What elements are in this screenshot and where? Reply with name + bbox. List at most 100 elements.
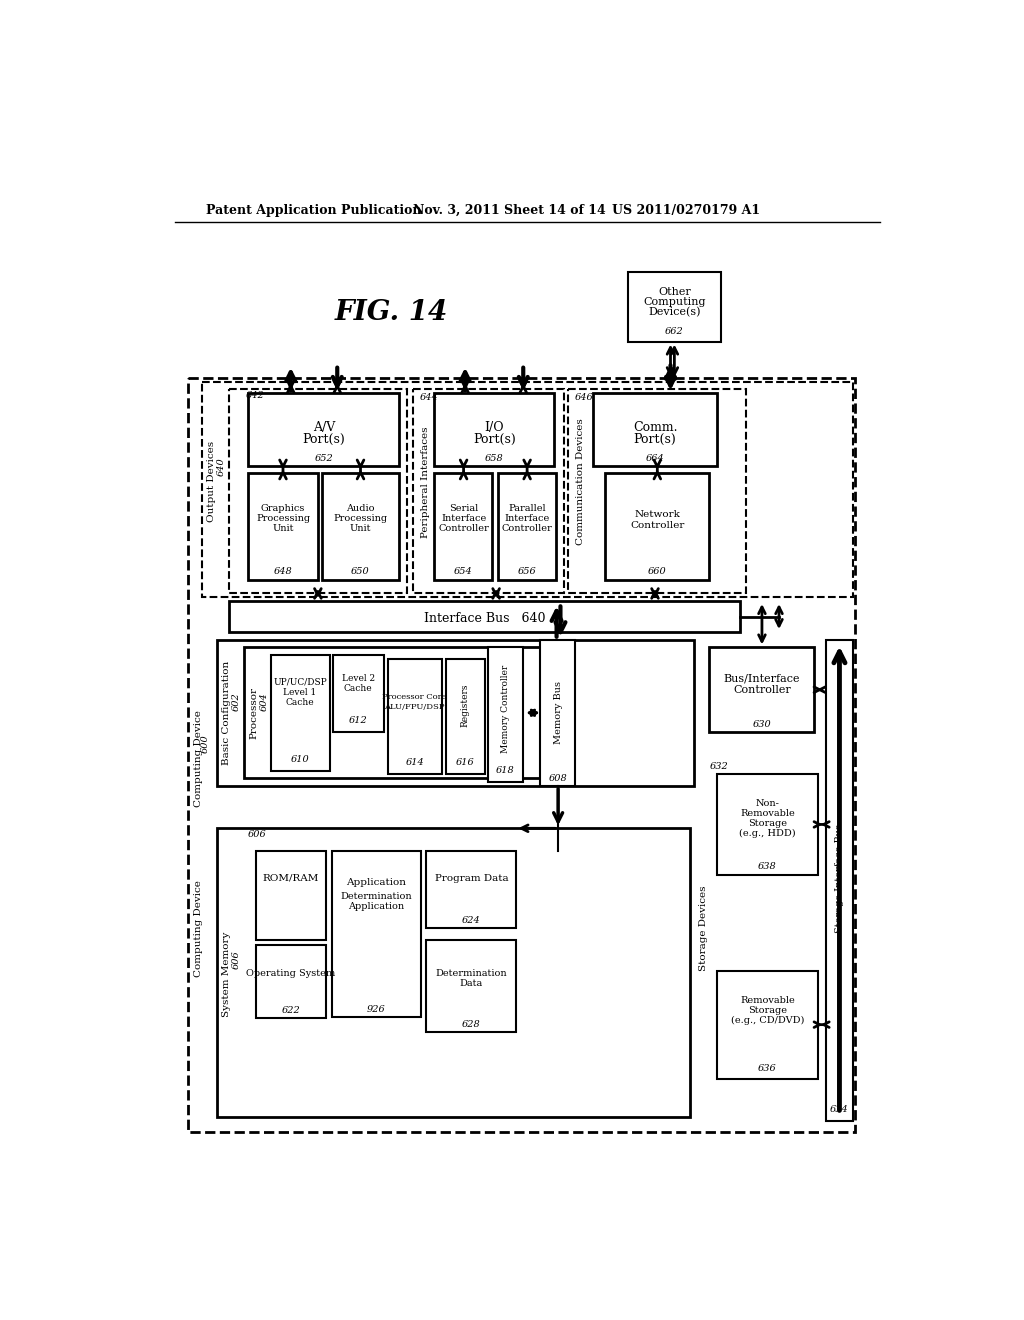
Text: FIG. 14: FIG. 14 — [335, 298, 449, 326]
Text: (e.g., CD/DVD): (e.g., CD/DVD) — [731, 1015, 804, 1024]
Text: Computing: Computing — [643, 297, 706, 306]
Text: Processing: Processing — [256, 515, 310, 523]
Text: 622: 622 — [282, 1006, 300, 1015]
Text: Port(s): Port(s) — [634, 433, 677, 446]
Text: Controller: Controller — [630, 521, 684, 531]
Text: Patent Application Publication: Patent Application Publication — [206, 205, 421, 218]
Bar — [488, 647, 523, 781]
Text: Controller: Controller — [438, 524, 488, 533]
Bar — [388, 659, 442, 775]
Text: Level 1: Level 1 — [284, 688, 316, 697]
Text: Application: Application — [346, 878, 406, 887]
Text: 648: 648 — [273, 568, 293, 577]
Bar — [445, 659, 484, 775]
Text: Audio: Audio — [346, 504, 375, 513]
Text: Basic Configuration: Basic Configuration — [222, 661, 231, 764]
Text: Cache: Cache — [344, 684, 373, 693]
Text: 608: 608 — [549, 774, 567, 783]
Text: Unit: Unit — [350, 524, 372, 533]
Text: Non-: Non- — [756, 799, 779, 808]
Text: Nov. 3, 2011: Nov. 3, 2011 — [414, 205, 500, 218]
Text: 624: 624 — [462, 916, 480, 925]
Text: Comm.: Comm. — [633, 421, 677, 434]
Text: Parallel: Parallel — [508, 504, 546, 513]
Text: 656: 656 — [518, 568, 537, 577]
Bar — [710, 647, 814, 733]
Text: Other: Other — [658, 286, 691, 297]
Text: 606: 606 — [232, 950, 241, 969]
Text: Controller: Controller — [502, 524, 553, 533]
Text: Memory Controller: Memory Controller — [501, 665, 510, 754]
Text: 634: 634 — [830, 1105, 849, 1114]
Bar — [541, 640, 575, 785]
Text: 604: 604 — [260, 692, 269, 710]
Text: 642: 642 — [246, 391, 264, 400]
Bar — [434, 473, 493, 581]
Text: 616: 616 — [456, 759, 474, 767]
Text: 650: 650 — [351, 568, 370, 577]
Text: Data: Data — [460, 978, 483, 987]
Text: Storage Interface Bus: Storage Interface Bus — [835, 824, 844, 933]
Text: Processing: Processing — [334, 515, 387, 523]
Text: (e.g., HDD): (e.g., HDD) — [739, 829, 796, 838]
Bar — [426, 851, 515, 928]
Bar — [248, 393, 399, 466]
Text: ROM/RAM: ROM/RAM — [262, 874, 318, 883]
Text: Device(s): Device(s) — [648, 306, 700, 317]
Text: 628: 628 — [462, 1020, 480, 1030]
Text: Port(s): Port(s) — [303, 433, 345, 446]
Text: 618: 618 — [496, 766, 515, 775]
Bar — [271, 655, 330, 771]
Text: 632: 632 — [710, 762, 728, 771]
Text: Processor Core: Processor Core — [383, 693, 447, 701]
Text: US 2011/0270179 A1: US 2011/0270179 A1 — [612, 205, 761, 218]
Text: System Memory: System Memory — [222, 932, 231, 1018]
Text: 600: 600 — [201, 734, 210, 752]
Bar — [628, 272, 721, 342]
Text: 926: 926 — [367, 1005, 385, 1014]
Text: 646: 646 — [574, 392, 593, 401]
Bar — [217, 829, 690, 1117]
Bar — [825, 640, 853, 1121]
Text: 602: 602 — [232, 692, 241, 710]
Text: Communication Devices: Communication Devices — [577, 418, 585, 545]
Text: Removable: Removable — [740, 995, 795, 1005]
Text: Interface Bus   640: Interface Bus 640 — [424, 612, 545, 626]
Bar — [717, 775, 818, 874]
Text: Port(s): Port(s) — [473, 433, 516, 446]
Text: 630: 630 — [753, 719, 771, 729]
Bar — [202, 381, 853, 597]
Text: 660: 660 — [648, 568, 667, 577]
Bar — [332, 851, 421, 1016]
Text: Registers: Registers — [461, 684, 470, 727]
Text: 638: 638 — [758, 862, 777, 871]
Text: Level 2: Level 2 — [342, 673, 375, 682]
Text: Processor: Processor — [250, 686, 259, 739]
Text: 636: 636 — [758, 1064, 777, 1073]
Text: Storage: Storage — [748, 1006, 786, 1015]
Text: Interface: Interface — [441, 515, 486, 523]
Text: Computing Device: Computing Device — [194, 880, 203, 977]
Text: 664: 664 — [645, 454, 665, 463]
Text: ALU/FPU/DSP: ALU/FPU/DSP — [384, 704, 445, 711]
Text: 614: 614 — [406, 759, 424, 767]
Text: Application: Application — [348, 902, 404, 911]
Text: Memory Bus: Memory Bus — [554, 681, 562, 744]
Text: 612: 612 — [349, 715, 368, 725]
Text: Storage: Storage — [748, 820, 786, 828]
Text: Computing Device: Computing Device — [194, 710, 203, 808]
Text: 640: 640 — [216, 457, 225, 475]
Text: Program Data: Program Data — [434, 874, 508, 883]
Bar — [334, 655, 384, 733]
Text: UP/UC/DSP: UP/UC/DSP — [273, 677, 327, 686]
Text: Sheet 14 of 14: Sheet 14 of 14 — [504, 205, 605, 218]
Text: Interface: Interface — [505, 515, 550, 523]
Text: 644: 644 — [420, 392, 438, 401]
Text: Serial: Serial — [449, 504, 478, 513]
Text: 652: 652 — [314, 454, 334, 463]
Text: Determination: Determination — [435, 969, 507, 978]
Bar — [245, 647, 547, 779]
Bar — [188, 378, 855, 1133]
Bar — [414, 389, 564, 594]
Text: Peripheral Interfaces: Peripheral Interfaces — [421, 426, 430, 537]
